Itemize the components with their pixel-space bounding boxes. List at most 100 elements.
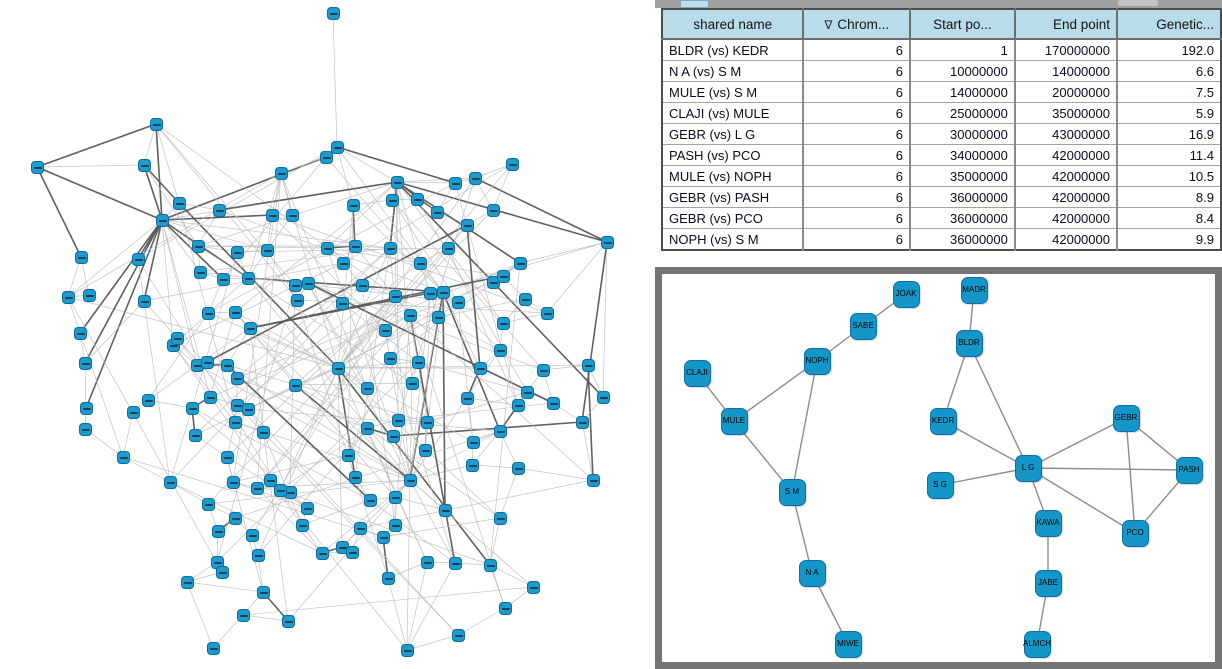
network-node[interactable] xyxy=(137,158,151,172)
table-row[interactable]: N A (vs) S M 6 10000000 14000000 6.6 xyxy=(662,60,1221,82)
network-node[interactable] xyxy=(431,310,445,324)
subnetwork-node-jabe[interactable]: JABE xyxy=(1034,569,1062,597)
network-node[interactable] xyxy=(79,401,93,415)
network-node[interactable] xyxy=(281,614,295,628)
network-node[interactable] xyxy=(505,157,519,171)
network-node[interactable] xyxy=(212,203,226,217)
network-node[interactable] xyxy=(346,198,360,212)
network-node[interactable] xyxy=(256,425,270,439)
network-node[interactable] xyxy=(486,203,500,217)
network-node[interactable] xyxy=(285,208,299,222)
network-node[interactable] xyxy=(385,193,399,207)
table-cell[interactable]: 35000000 xyxy=(1014,102,1118,124)
network-node[interactable] xyxy=(360,381,374,395)
network-node[interactable] xyxy=(172,196,186,210)
table-cell[interactable]: 6 xyxy=(803,123,911,145)
table-cell[interactable]: GEBR (vs) PASH xyxy=(662,186,805,208)
table-cell[interactable]: 42000000 xyxy=(1014,186,1118,208)
network-node[interactable] xyxy=(260,243,274,257)
network-node[interactable] xyxy=(315,546,329,560)
table-cell[interactable]: 10.5 xyxy=(1116,165,1221,187)
subnetwork-node-madr[interactable]: MADR xyxy=(960,276,988,304)
subnetwork-node-noph[interactable]: NOPH xyxy=(803,347,831,375)
network-node[interactable] xyxy=(386,429,400,443)
network-node[interactable] xyxy=(228,415,242,429)
network-node[interactable] xyxy=(381,571,395,585)
table-cell[interactable]: BLDR (vs) KEDR xyxy=(662,39,805,61)
subnetwork-node-kedr[interactable]: KEDR xyxy=(929,407,957,435)
table-cell[interactable]: 36000000 xyxy=(909,186,1016,208)
network-node[interactable] xyxy=(320,241,334,255)
network-node[interactable] xyxy=(345,545,359,559)
table-cell[interactable]: 42000000 xyxy=(1014,207,1118,229)
table-cell[interactable]: 6.6 xyxy=(1116,60,1221,82)
table-cell[interactable]: 6 xyxy=(803,102,911,124)
network-node[interactable] xyxy=(215,565,229,579)
network-node[interactable] xyxy=(355,278,369,292)
network-node[interactable] xyxy=(376,530,390,544)
subnetwork-node-almch[interactable]: ALMCH xyxy=(1023,630,1051,658)
table-cell[interactable]: 7.5 xyxy=(1116,81,1221,103)
network-node[interactable] xyxy=(226,475,240,489)
subnetwork-node-l-g[interactable]: L G xyxy=(1014,454,1042,482)
network-node[interactable] xyxy=(448,556,462,570)
network-node[interactable] xyxy=(520,385,534,399)
network-node[interactable] xyxy=(200,355,214,369)
subnetwork-node-gebr[interactable]: GEBR xyxy=(1112,404,1140,432)
network-node[interactable] xyxy=(411,355,425,369)
sub-network-canvas[interactable]: JOAK SABE NOPH CLAJI MULE S M N A MIWE MADR BLDR K… xyxy=(662,274,1215,662)
table-cell[interactable]: 6 xyxy=(803,39,911,61)
network-node[interactable] xyxy=(137,294,151,308)
network-node[interactable] xyxy=(460,218,474,232)
network-node[interactable] xyxy=(191,239,205,253)
network-node[interactable] xyxy=(185,401,199,415)
table-row[interactable]: MULE (vs) NOPH 6 35000000 42000000 10.5 xyxy=(662,165,1221,187)
network-node[interactable] xyxy=(230,371,244,385)
table-cell[interactable]: GEBR (vs) L G xyxy=(662,123,805,145)
network-node[interactable] xyxy=(78,356,92,370)
network-node[interactable] xyxy=(326,6,340,20)
network-node[interactable] xyxy=(230,245,244,259)
network-node[interactable] xyxy=(468,171,482,185)
network-node[interactable] xyxy=(420,415,434,429)
network-node[interactable] xyxy=(330,140,344,154)
table-cell[interactable]: CLAJI (vs) MULE xyxy=(662,102,805,124)
network-node[interactable] xyxy=(331,361,345,375)
column-header-end-point[interactable]: End point xyxy=(1014,9,1118,40)
table-cell[interactable]: MULE (vs) S M xyxy=(662,81,805,103)
network-node[interactable] xyxy=(245,528,259,542)
network-node[interactable] xyxy=(410,192,424,206)
network-node[interactable] xyxy=(511,461,525,475)
network-node[interactable] xyxy=(418,443,432,457)
network-node[interactable] xyxy=(391,413,405,427)
network-node[interactable] xyxy=(390,175,404,189)
table-cell[interactable]: 170000000 xyxy=(1014,39,1118,61)
network-node[interactable] xyxy=(188,428,202,442)
network-node[interactable] xyxy=(423,286,437,300)
network-node[interactable] xyxy=(341,448,355,462)
subnetwork-node-pco[interactable]: PCO xyxy=(1121,519,1149,547)
network-node[interactable] xyxy=(483,558,497,572)
network-node[interactable] xyxy=(420,555,434,569)
subnetwork-node-miwe[interactable]: MIWE xyxy=(834,630,862,658)
network-node[interactable] xyxy=(493,424,507,438)
table-cell[interactable]: 42000000 xyxy=(1014,228,1118,250)
network-node[interactable] xyxy=(493,343,507,357)
network-node[interactable] xyxy=(180,575,194,589)
column-header-shared-name[interactable]: shared name xyxy=(662,9,805,40)
network-node[interactable] xyxy=(243,321,257,335)
table-cell[interactable]: 6 xyxy=(803,144,911,166)
network-node[interactable] xyxy=(466,435,480,449)
table-cell[interactable]: 10000000 xyxy=(909,60,1016,82)
network-node[interactable] xyxy=(360,421,374,435)
table-cell[interactable]: N A (vs) S M xyxy=(662,60,805,82)
table-cell[interactable]: 6 xyxy=(803,186,911,208)
network-node[interactable] xyxy=(201,306,215,320)
table-cell[interactable]: 16.9 xyxy=(1116,123,1221,145)
network-node[interactable] xyxy=(203,390,217,404)
table-cell[interactable]: 6 xyxy=(803,228,911,250)
table-cell[interactable]: 42000000 xyxy=(1014,165,1118,187)
table-cell[interactable]: 14000000 xyxy=(909,81,1016,103)
subnetwork-node-sabe[interactable]: SABE xyxy=(849,312,877,340)
table-row[interactable]: BLDR (vs) KEDR 6 1 170000000 192.0 xyxy=(662,39,1221,61)
